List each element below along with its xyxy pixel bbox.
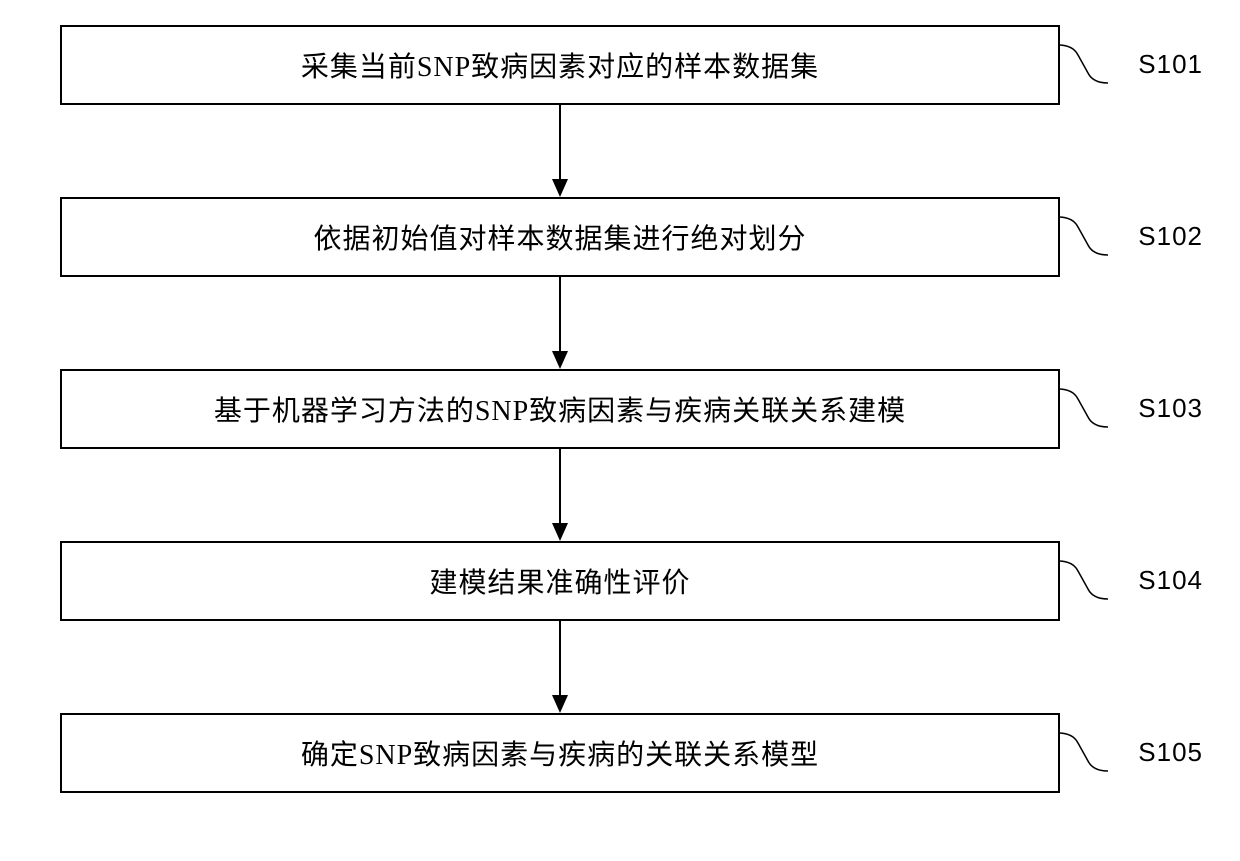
arrow-4	[60, 621, 1060, 713]
step-1-label: S101	[1138, 49, 1203, 80]
step-4-text: 建模结果准确性评价	[429, 561, 690, 601]
arrow-1	[60, 105, 1060, 197]
flowchart-step-2: 依据初始值对样本数据集进行绝对划分 S102	[60, 197, 1060, 277]
flowchart-step-4: 建模结果准确性评价 S104	[60, 541, 1060, 621]
flowchart-container: 采集当前SNP致病因素对应的样本数据集 S101 依据初始值对样本数据集进行绝对…	[60, 25, 1180, 793]
step-3-text: 基于机器学习方法的SNP致病因素与疾病关联关系建模	[214, 389, 906, 429]
step-2-text: 依据初始值对样本数据集进行绝对划分	[313, 217, 806, 257]
step-4-label: S104	[1138, 565, 1203, 596]
arrow-2	[60, 277, 1060, 369]
step-5-label: S105	[1138, 737, 1203, 768]
step-3-label: S103	[1138, 393, 1203, 424]
step-5-text: 确定SNP致病因素与疾病的关联关系模型	[301, 733, 819, 773]
flowchart-step-1: 采集当前SNP致病因素对应的样本数据集 S101	[60, 25, 1060, 105]
flowchart-step-3: 基于机器学习方法的SNP致病因素与疾病关联关系建模 S103	[60, 369, 1060, 449]
flowchart-step-5: 确定SNP致病因素与疾病的关联关系模型 S105	[60, 713, 1060, 793]
arrow-3	[60, 449, 1060, 541]
step-1-text: 采集当前SNP致病因素对应的样本数据集	[301, 45, 819, 85]
step-2-label: S102	[1138, 221, 1203, 252]
